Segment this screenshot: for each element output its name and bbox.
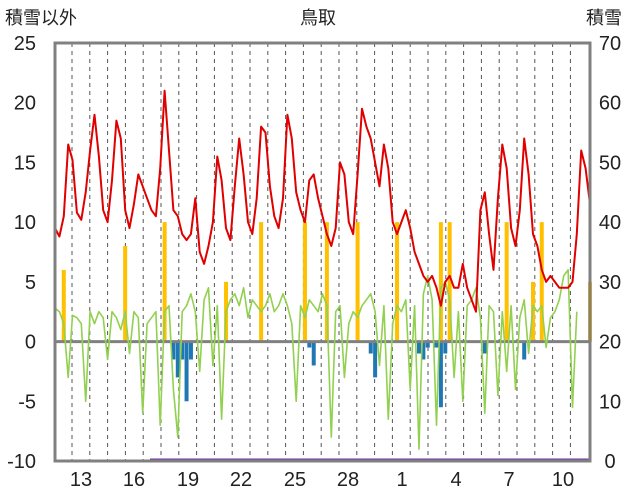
bar-series (55, 222, 592, 462)
plot-border (53, 41, 592, 463)
bar-mark (539, 222, 544, 342)
right-tick-label: 40 (599, 212, 621, 234)
x-tick-label: 10 (552, 469, 574, 491)
bar-mark (438, 341, 443, 408)
bar-mark (373, 341, 378, 378)
bar-mark (180, 341, 185, 360)
bar-mark (175, 341, 180, 378)
bar-mark (395, 222, 400, 342)
bar-mark (184, 341, 189, 402)
left-tick-label: 5 (25, 272, 36, 294)
x-tick-label: 19 (177, 469, 199, 491)
x-tick-label: 25 (284, 469, 306, 491)
x-tick-label: 1 (396, 469, 407, 491)
right-tick-label: 30 (599, 272, 621, 294)
bar-mark (443, 341, 448, 354)
bar-mark (434, 341, 439, 348)
left-tick-label: -10 (7, 451, 36, 473)
vertical-gridlines (71, 43, 571, 461)
x-tick-label: 7 (503, 469, 514, 491)
bar-mark (438, 222, 443, 342)
bar-mark (302, 222, 307, 342)
right-tick-label: 10 (599, 391, 621, 413)
bar-mark (355, 222, 360, 342)
right-tick-label: 50 (599, 152, 621, 174)
left-tick-label: 10 (14, 212, 36, 234)
right-tick-label: 70 (599, 33, 621, 55)
bar-mark (307, 341, 312, 348)
bar-mark (162, 222, 167, 342)
bar-mark (447, 222, 452, 342)
right-tick-label: 0 (604, 451, 615, 473)
x-tick-label: 28 (337, 469, 359, 491)
bar-mark (324, 222, 329, 342)
bar-mark (522, 341, 527, 360)
left-tick-label: 20 (14, 93, 36, 115)
series-line (54, 269, 578, 450)
bar-mark (123, 246, 128, 342)
left-axis-label: 積雪以外 (5, 8, 77, 29)
right-tick-label: 20 (599, 332, 621, 354)
line-series (54, 89, 591, 450)
left-tick-label: -5 (18, 391, 36, 413)
bar-mark (259, 222, 264, 342)
right-axis-label: 積雪 (586, 8, 622, 29)
bar-mark (482, 341, 487, 354)
series-line (54, 89, 591, 313)
left-tick-label: 25 (14, 33, 36, 55)
x-tick-label: 4 (450, 469, 461, 491)
bar-mark (368, 341, 373, 354)
plot-frame (53, 41, 592, 463)
left-tick-label: 15 (14, 152, 36, 174)
x-tick-label: 22 (230, 469, 252, 491)
bar-mark (188, 341, 193, 360)
bar-mark (416, 341, 421, 354)
bar-mark (171, 341, 176, 360)
bar-mark (425, 341, 430, 348)
x-tick-label: 16 (123, 469, 145, 491)
bar-mark (504, 222, 509, 342)
bar-mark (311, 341, 316, 366)
chart-title: 鳥取 (300, 8, 336, 29)
bar-mark (61, 269, 66, 342)
left-tick-label: 0 (25, 332, 36, 354)
right-tick-label: 60 (599, 93, 621, 115)
x-tick-label: 13 (70, 469, 92, 491)
bar-mark (421, 341, 426, 360)
